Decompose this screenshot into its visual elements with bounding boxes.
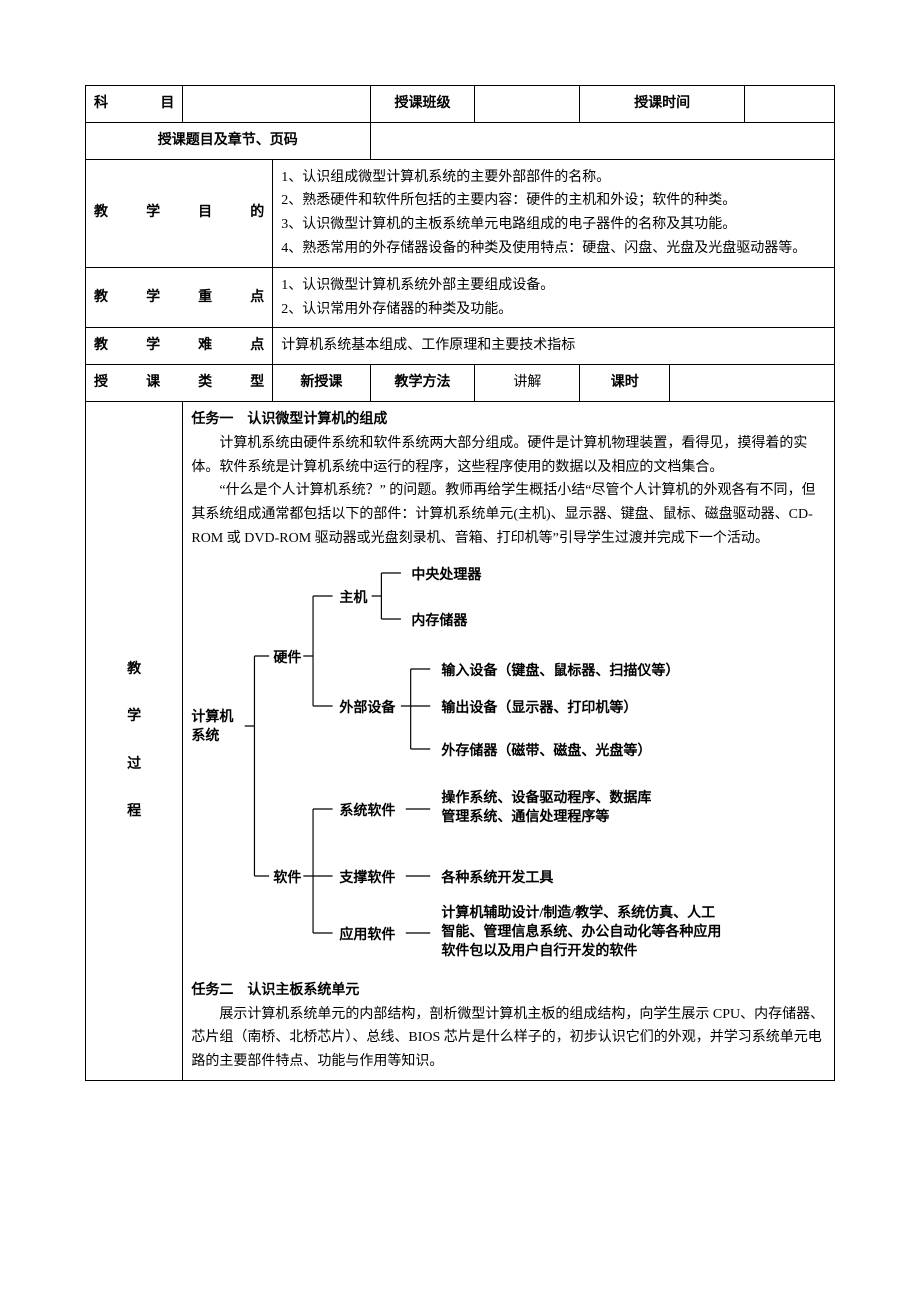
objective-item: 3、认识微型计算机的主板系统单元电路组成的电子器件的名称及其功能。 — [281, 213, 826, 237]
class-value — [475, 86, 580, 123]
node-app-sw: 应用软件 — [339, 924, 395, 948]
objectives-content: 1、认识组成微型计算机系统的主要外部部件的名称。 2、熟悉硬件和软件所包括的主要… — [273, 159, 835, 267]
leaf-storage: 外存储器（磁带、磁盘、光盘等） — [441, 740, 651, 764]
node-software: 软件 — [273, 867, 301, 891]
process-char: 教 — [127, 662, 141, 677]
process-char: 程 — [127, 804, 141, 819]
tree-root-text: 计算机 系统 — [191, 710, 233, 744]
class-label: 授课班级 — [370, 86, 475, 123]
keypoints-row: 教学重点 1、认识微型计算机系统外部主要组成设备。 2、认识常用外存储器的种类及… — [86, 267, 835, 328]
lesson-plan-table: 科目 授课班级 授课时间 授课题目及章节、页码 教学目的 1、认识组成微型计算机… — [85, 85, 835, 1081]
time-label: 授课时间 — [580, 86, 745, 123]
period-value — [670, 365, 835, 402]
leaf-cpu: 中央处理器 — [411, 564, 481, 588]
node-system-sw: 系统软件 — [339, 800, 395, 824]
leaf-app-sw-desc: 计算机辅助设计/制造/教学、系统仿真、人工 智能、管理信息系统、办公自动化等各种… — [441, 905, 721, 962]
topic-value — [370, 122, 834, 159]
subject-value — [183, 86, 370, 123]
process-content: 任务一 认识微型计算机的组成 计算机系统由硬件系统和软件系统两大部分组成。硬件是… — [183, 401, 835, 1080]
difficulty-row: 教学难点 计算机系统基本组成、工作原理和主要技术指标 — [86, 328, 835, 365]
leaf-system-sw-desc: 操作系统、设备驱动程序、数据库 管理系统、通信处理程序等 — [441, 790, 651, 828]
topic-label: 授课题目及章节、页码 — [86, 122, 371, 159]
tree-root: 计算机 系统 — [191, 709, 233, 747]
node-peripheral: 外部设备 — [339, 697, 395, 721]
objective-item: 2、熟悉硬件和软件所包括的主要内容：硬件的主机和外设；软件的种类。 — [281, 189, 826, 213]
method-label: 教学方法 — [370, 365, 475, 402]
lecture-type-value: 新授课 — [273, 365, 370, 402]
keypoint-item: 2、认识常用外存储器的种类及功能。 — [281, 298, 826, 322]
time-value — [745, 86, 835, 123]
process-row: 教 学 过 程 任务一 认识微型计算机的组成 计算机系统由硬件系统和软件系统两大… — [86, 401, 835, 1080]
node-host: 主机 — [339, 587, 367, 611]
process-char: 过 — [127, 757, 141, 772]
task1-title: 任务一 认识微型计算机的组成 — [191, 408, 826, 432]
process-label: 教 学 过 程 — [86, 401, 183, 1080]
meta-row: 授课类型 新授课 教学方法 讲解 课时 — [86, 365, 835, 402]
header-row-1: 科目 授课班级 授课时间 — [86, 86, 835, 123]
task1-para: “什么是个人计算机系统？” 的问题。教师再给学生概括小结“尽管个人计算机的外观各… — [191, 479, 826, 550]
leaf-support-sw-desc: 各种系统开发工具 — [441, 867, 553, 891]
objective-item: 1、认识组成微型计算机系统的主要外部部件的名称。 — [281, 166, 826, 190]
task2-para: 展示计算机系统单元的内部结构，剖析微型计算机主板的组成结构，向学生展示 CPU、… — [191, 1003, 826, 1074]
leaf-memory: 内存储器 — [411, 610, 467, 634]
leaf-input: 输入设备（键盘、鼠标器、扫描仪等） — [441, 660, 679, 684]
method-value: 讲解 — [475, 365, 580, 402]
keypoints-content: 1、认识微型计算机系统外部主要组成设备。 2、认识常用外存储器的种类及功能。 — [273, 267, 835, 328]
subject-label: 科目 — [86, 86, 183, 123]
objectives-row: 教学目的 1、认识组成微型计算机系统的主要外部部件的名称。 2、熟悉硬件和软件所… — [86, 159, 835, 267]
task2-title: 任务二 认识主板系统单元 — [191, 979, 826, 1003]
computer-system-tree: 计算机 系统 硬件 主机 中央处理器 内存储器 外部设备 输入设备（键盘、鼠标器… — [191, 561, 826, 961]
leaf-output: 输出设备（显示器、打印机等） — [441, 697, 637, 721]
objective-item: 4、熟悉常用的外存储器设备的种类及使用特点：硬盘、闪盘、光盘及光盘驱动器等。 — [281, 237, 826, 261]
process-char: 学 — [127, 709, 141, 724]
task1-para: 计算机系统由硬件系统和软件系统两大部分组成。硬件是计算机物理装置，看得见，摸得着… — [191, 432, 826, 480]
lecture-type-label: 授课类型 — [86, 365, 273, 402]
difficulty-label: 教学难点 — [86, 328, 273, 365]
difficulty-content: 计算机系统基本组成、工作原理和主要技术指标 — [273, 328, 835, 365]
objectives-label: 教学目的 — [86, 159, 273, 267]
period-label: 课时 — [580, 365, 670, 402]
keypoint-item: 1、认识微型计算机系统外部主要组成设备。 — [281, 274, 826, 298]
node-hardware: 硬件 — [273, 647, 301, 671]
node-support-sw: 支撑软件 — [339, 867, 395, 891]
keypoints-label: 教学重点 — [86, 267, 273, 328]
header-row-2: 授课题目及章节、页码 — [86, 122, 835, 159]
